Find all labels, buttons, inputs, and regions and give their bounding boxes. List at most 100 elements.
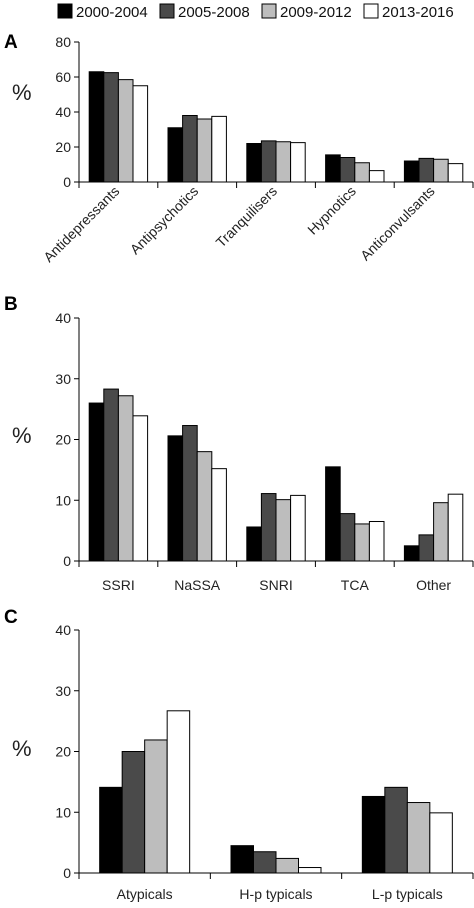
x-category-label: Hypnotics: [304, 183, 359, 238]
bar: [361, 795, 386, 874]
y-tick-label: 30: [55, 683, 71, 699]
x-category-label: SNRI: [259, 577, 292, 593]
legend-swatch-1: [159, 3, 175, 19]
panel-letter-C: C: [4, 607, 18, 628]
x-category-label: TCA: [341, 577, 370, 593]
x-category-label: Tranquilisers: [213, 183, 281, 251]
x-category-label: H-p typicals: [239, 886, 312, 902]
bar: [418, 157, 435, 183]
bar: [339, 513, 356, 562]
bar: [132, 415, 149, 562]
x-category-label: SSRI: [102, 577, 135, 593]
y-tick-label: 30: [55, 371, 71, 387]
y-tick-label: 0: [63, 553, 71, 569]
bar: [368, 170, 385, 183]
y-tick-label: 10: [55, 492, 71, 508]
y-tick-label: 60: [55, 69, 71, 85]
bar: [354, 162, 370, 183]
bar: [132, 85, 149, 183]
bar: [275, 141, 292, 183]
legend: 2000-2004 2005-2008 2009-2012 2013-2016: [57, 3, 454, 21]
y-tick-label: 10: [55, 804, 71, 820]
y-tick-label: 40: [55, 622, 71, 638]
bar: [447, 163, 464, 183]
bar: [433, 158, 449, 183]
panel-letter-A: A: [4, 32, 18, 53]
bar: [117, 79, 134, 183]
bar: [433, 502, 449, 562]
bar: [167, 127, 184, 183]
bar: [230, 845, 254, 874]
bar: [260, 140, 277, 183]
bar: [290, 142, 306, 183]
legend-label-0: 2000-2004: [76, 4, 148, 21]
bar: [253, 851, 277, 874]
bar: [117, 395, 134, 562]
legend-swatch-3: [363, 3, 379, 19]
x-category-label: Anticonvulsants: [357, 183, 438, 264]
bar: [418, 534, 435, 562]
legend-swatch-0: [57, 3, 73, 19]
bar: [167, 435, 184, 562]
y-tick-label: 40: [55, 104, 71, 120]
bar: [144, 739, 168, 874]
bar: [88, 402, 105, 562]
panel-A: A% 0 20 40 60 80 Antidepressants Antipsychotics…: [4, 32, 474, 265]
legend-swatch-2: [261, 3, 277, 19]
x-category-label: Atypicals: [117, 886, 173, 902]
bar: [403, 545, 420, 562]
x-category-label: Antipsychotics: [127, 183, 202, 258]
x-category-label: NaSSA: [174, 577, 221, 593]
bar: [429, 812, 453, 874]
y-tick-label: 20: [55, 432, 71, 448]
y-tick-label: 80: [55, 34, 71, 50]
bar: [211, 468, 227, 562]
bar: [246, 143, 262, 183]
bar: [275, 857, 299, 874]
bar: [354, 523, 370, 562]
bar: [260, 493, 277, 562]
y-axis-label: %: [12, 423, 32, 448]
y-tick-label: 0: [63, 174, 71, 190]
bar: [103, 388, 119, 562]
panel-B: B% 0 10 20 30 40 SSRI NaSSA SNRI TCA Other: [4, 294, 474, 593]
y-tick-label: 20: [55, 139, 71, 155]
bar: [88, 71, 105, 183]
bar: [196, 118, 213, 183]
bar: [325, 466, 341, 562]
bar: [211, 115, 227, 183]
bar: [403, 160, 420, 183]
bar: [103, 72, 119, 183]
bar: [290, 494, 306, 562]
y-tick-label: 0: [63, 865, 71, 881]
bar: [447, 493, 464, 562]
y-axis-label: %: [12, 736, 32, 761]
y-tick-label: 20: [55, 744, 71, 760]
bar: [196, 451, 213, 562]
bar: [99, 786, 123, 874]
bar: [325, 154, 341, 183]
x-category-label: Other: [416, 577, 451, 593]
bar: [275, 499, 292, 562]
bar: [166, 710, 191, 874]
bar: [406, 802, 431, 874]
panel-C: C% 0 10 20 30 40 Atypicals H-p typicals L-p typi…: [4, 607, 474, 902]
y-axis-label: %: [12, 80, 32, 105]
bar: [182, 425, 198, 562]
y-tick-label: 40: [55, 310, 71, 326]
panels: A% 0 20 40 60 80 Antidepressants Antipsychotics…: [4, 32, 474, 902]
legend-label-3: 2013-2016: [382, 4, 454, 21]
bar: [368, 521, 385, 562]
bar: [246, 526, 262, 562]
bar: [384, 786, 408, 874]
bar: [182, 115, 198, 183]
x-category-label: Antidepressants: [40, 183, 122, 265]
bar: [121, 751, 146, 874]
legend-label-1: 2005-2008: [178, 4, 250, 21]
x-category-label: L-p typicals: [372, 886, 443, 902]
bar: [339, 157, 356, 183]
bar: [298, 867, 322, 874]
legend-label-2: 2009-2012: [280, 4, 352, 21]
panel-letter-B: B: [4, 294, 18, 315]
